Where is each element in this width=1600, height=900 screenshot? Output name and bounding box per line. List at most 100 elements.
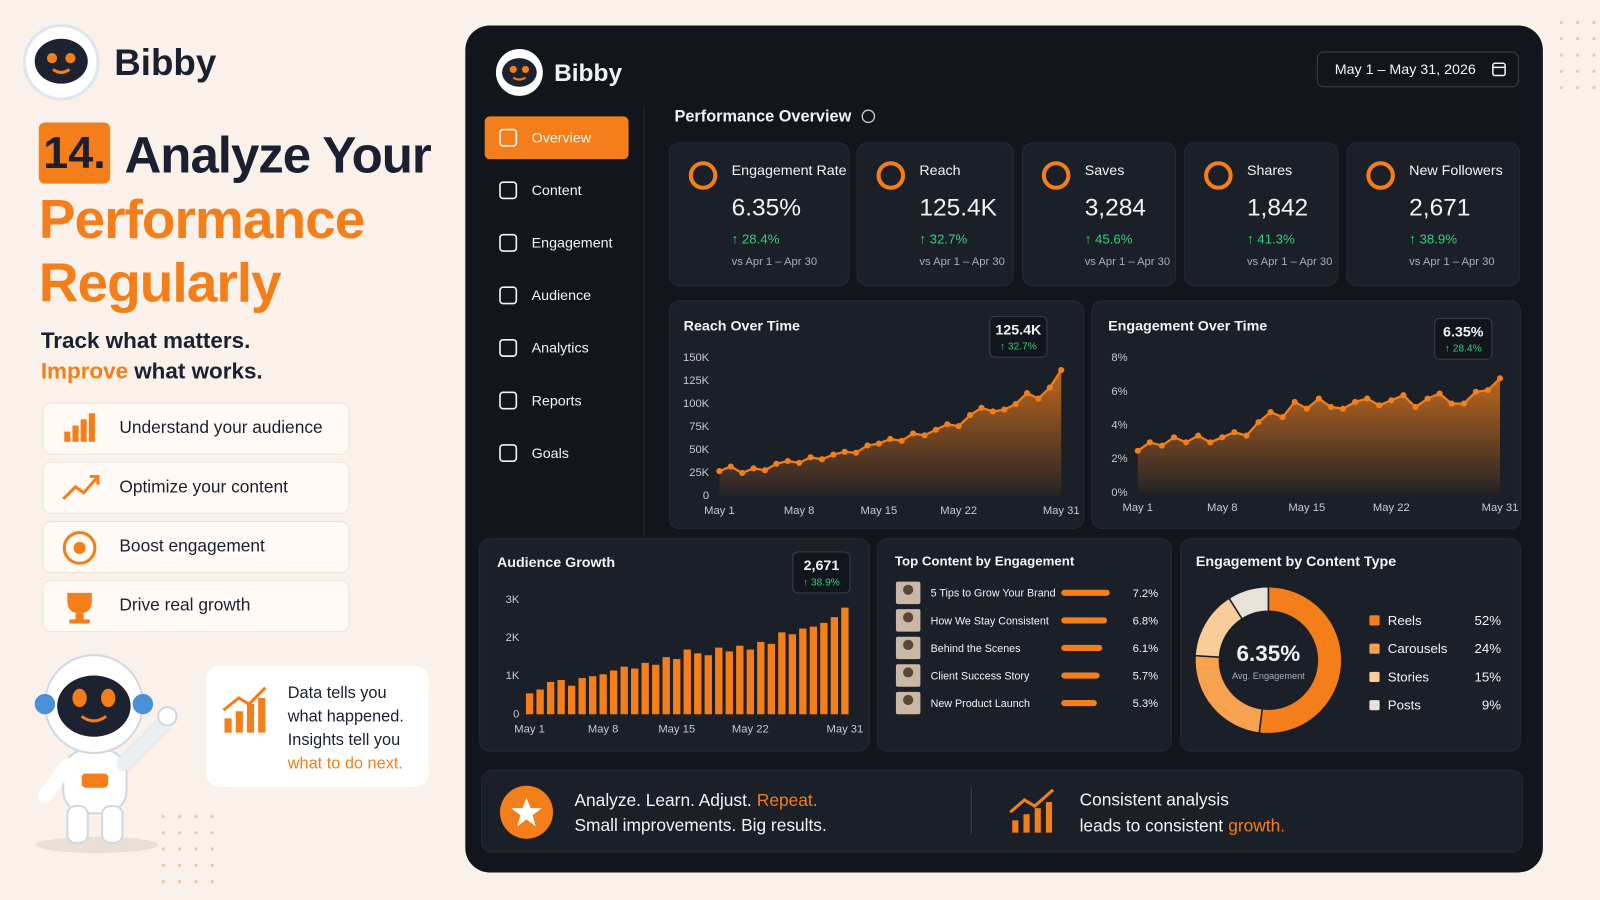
bar [1061,617,1108,624]
bar [536,689,544,715]
bar [809,626,818,715]
y-tick-label: 0% [1111,487,1127,499]
nav-item[interactable]: Goals [499,444,569,463]
dot [1575,20,1580,25]
charts: Reach Over Time 0 25K 50K 75K 100K 125K 150K May… [497,315,1518,736]
y-tick-label: 6% [1111,386,1127,398]
nav-item[interactable]: Content [499,181,582,200]
x-tick-label: May 22 [940,505,977,517]
nav-item[interactable]: Analytics [499,338,589,357]
nav-label[interactable]: Reports [532,393,582,409]
point [830,451,837,458]
icon-part [62,475,100,501]
x-tick-label: May 15 [861,505,898,517]
point [1243,432,1250,439]
dot [161,831,165,835]
info-icon[interactable] [861,109,876,124]
dot [210,880,214,884]
nav-item[interactable]: Reports [499,391,582,410]
nav-icon[interactable] [499,338,518,357]
dot [210,847,214,851]
bar [683,649,691,715]
point [1146,439,1153,446]
nav-icon[interactable] [499,444,518,463]
dot [177,847,182,851]
feature-label: Drive real growth [119,595,250,615]
nav-label[interactable]: Analytics [532,341,589,357]
date-picker[interactable]: May 1 – May 31, 2026 [1316,51,1519,88]
date-range[interactable]: May 1 – May 31, 2026 [1335,62,1476,78]
dot [161,847,165,851]
kpi-card [856,142,1014,287]
dot [1575,53,1580,57]
point [864,442,871,449]
dot [194,863,198,867]
nav-label[interactable]: Overview [532,131,592,147]
nav-label[interactable]: Engagement [532,236,613,252]
nav-item[interactable]: Audience [499,286,592,305]
point [1424,395,1431,402]
thumbnail-person [903,694,914,706]
content-title: 5 Tips to Grow Your Brand [931,588,1056,600]
callout-change: ↑ 28.4% [1445,344,1482,355]
icon-part [73,541,86,555]
nav-icon[interactable] [499,233,518,252]
bar [841,607,849,715]
nav-active-bg[interactable] [484,116,629,160]
quote-line: Insights tell you [288,731,400,749]
star-icon [500,785,554,839]
point [739,469,746,477]
decor-dots [161,20,1596,884]
nav-icon[interactable] [499,128,518,147]
feature-icon [67,592,92,624]
dot [177,880,182,884]
area-fill [719,370,1062,496]
chart-title: Engagement Over Time [1108,318,1267,334]
icon-part [67,592,92,624]
callout [792,551,851,594]
point [910,430,917,437]
kpi-value: 3,284 [1085,195,1146,222]
legend-value: 9% [1482,698,1501,713]
content-title: How We Stay Consistent [931,615,1049,627]
quote: Data tells you what happened. Insights tel… [287,684,404,772]
point [1364,395,1371,402]
point [1388,397,1395,404]
nav-item[interactable]: Overview [484,116,629,160]
feature-card [42,461,350,514]
nav-icon[interactable] [499,286,518,305]
kpi-value: 2,671 [1409,195,1470,222]
content-title: Behind the Scenes [931,643,1021,655]
robot-illustration [34,654,178,854]
point [1182,439,1190,446]
nav-label[interactable]: Goals [532,446,569,462]
nav-label[interactable]: Content [532,183,582,199]
point [761,467,769,474]
nav-icon[interactable] [499,181,518,200]
chart-panel [877,538,1172,752]
nav-label[interactable]: Audience [532,288,592,304]
dot [1592,69,1596,74]
nav-icon[interactable] [499,391,518,410]
point [1412,403,1419,411]
y-tick-label: 75K [689,421,709,433]
brand-name: Bibby [554,60,622,87]
feature-label: Understand your audience [119,417,322,437]
icon-part [88,413,95,442]
bar [525,693,534,715]
kpi-change: ↑ 38.9% [1409,231,1457,246]
feature-card [42,520,350,573]
dot [194,831,198,835]
content-title: New Product Launch [931,698,1030,710]
point [1035,395,1042,402]
point [1291,398,1298,405]
bar [746,649,754,715]
legend-swatch [1369,615,1380,626]
nav-item[interactable]: Engagement [499,233,613,252]
dot [210,814,214,818]
y-tick-label: 2% [1111,453,1127,465]
point [1255,419,1262,426]
footer-text: Analyze. Learn. Adjust. Repeat. [574,790,817,810]
kpi-change: ↑ 45.6% [1085,231,1133,246]
point [716,468,723,475]
